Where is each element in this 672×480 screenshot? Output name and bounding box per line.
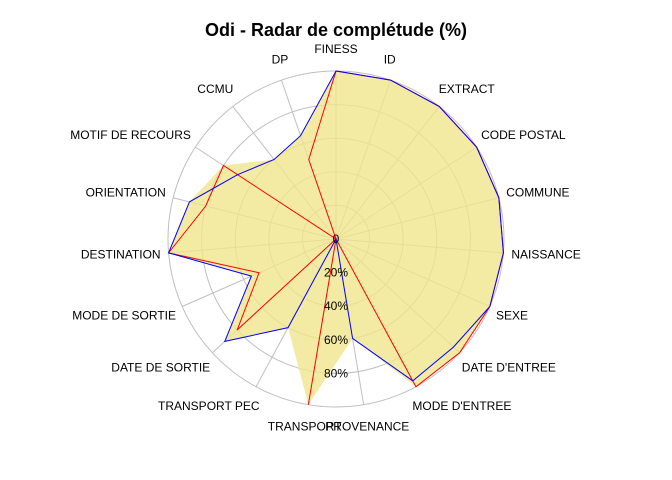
axis-label: CCMU: [197, 82, 233, 96]
axis-label: MOTIF DE RECOURS: [70, 128, 191, 142]
axis-label: PROVENANCE: [325, 419, 409, 433]
axis-label: MODE D'ENTREE: [412, 399, 511, 413]
ring-label: 0: [333, 232, 340, 246]
ring-label: 40%: [324, 299, 348, 313]
axis-label: COMMUNE: [506, 185, 569, 199]
axis-label: ID: [384, 52, 396, 66]
ring-labels: 0 20% 40% 60% 80%: [324, 232, 348, 380]
axis-label: DATE DE SORTIE: [111, 361, 210, 375]
axis-label: FINESS: [314, 42, 357, 56]
axis-label: ORIENTATION: [86, 185, 166, 199]
axis-label: DESTINATION: [81, 248, 161, 262]
axis-labels: FINESS ID EXTRACT CODE POSTAL COMMUNE NAISSAN…: [70, 42, 581, 433]
axis-label: DP: [272, 52, 289, 66]
axis-label: NAISSANCE: [511, 248, 580, 262]
ring-label: 20%: [324, 266, 348, 280]
chart-title: Odi - Radar de complétude (%): [205, 20, 467, 40]
axis-label: MODE DE SORTIE: [72, 308, 176, 322]
axis-label: SEXE: [496, 308, 528, 322]
axis-label: CODE POSTAL: [481, 128, 566, 142]
series-line-2: [167, 70, 504, 382]
ring-label: 80%: [324, 366, 348, 380]
axis-label: DATE D'ENTREE: [462, 361, 556, 375]
axis-label: EXTRACT: [439, 82, 496, 96]
series-layer: [167, 70, 504, 405]
axis-label: TRANSPORT PEC: [158, 399, 260, 413]
ring-label: 60%: [324, 333, 348, 347]
axis-label: TRANSPORT: [268, 419, 342, 433]
